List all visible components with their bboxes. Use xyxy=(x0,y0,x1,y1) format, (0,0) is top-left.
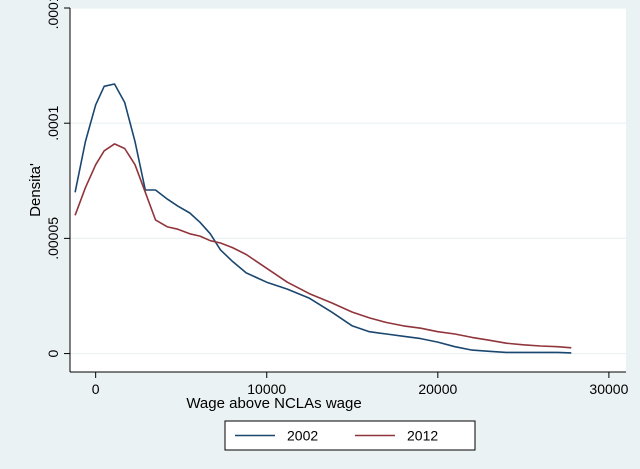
y-ticks: 0 .00005 .0001 .00015 xyxy=(45,0,70,357)
legend: 2002 2012 xyxy=(224,420,476,451)
y-tick-label: 0 xyxy=(45,349,61,357)
y-tick-label: .00005 xyxy=(45,217,61,260)
x-ticks: 0 10000 20000 30000 xyxy=(92,372,629,397)
y-axis-label: Densita' xyxy=(27,163,44,217)
plot-area xyxy=(70,8,626,372)
x-tick-label: 30000 xyxy=(589,381,628,397)
legend-label-2012: 2012 xyxy=(407,428,438,444)
x-tick-label: 20000 xyxy=(418,381,457,397)
gridlines xyxy=(70,7,626,355)
legend-label-2002: 2002 xyxy=(287,428,318,444)
x-axis-label: Wage above NCLAs wage xyxy=(186,395,361,412)
x-tick-label: 10000 xyxy=(247,381,286,397)
series-line-2012 xyxy=(74,143,572,349)
y-tick-label: .00015 xyxy=(45,0,61,29)
x-tick-label: 0 xyxy=(92,381,100,397)
legend-entries: 2002 2012 xyxy=(235,428,438,444)
series-line-2002 xyxy=(74,83,572,354)
y-tick-label: .0001 xyxy=(45,105,61,140)
series-lines xyxy=(74,83,572,354)
